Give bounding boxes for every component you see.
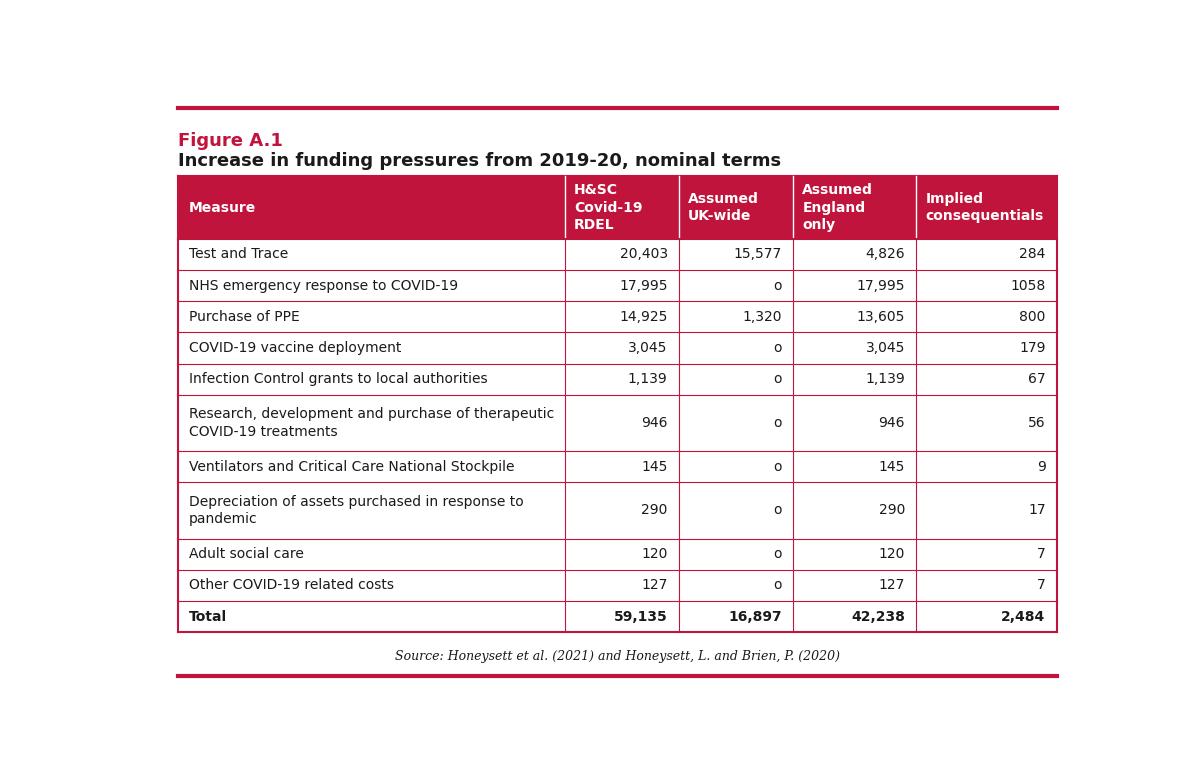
Text: Ventilators and Critical Care National Stockpile: Ventilators and Critical Care National S… <box>190 460 515 474</box>
Text: Test and Trace: Test and Trace <box>190 248 288 262</box>
Text: o: o <box>774 416 782 430</box>
Bar <box>178 601 1057 632</box>
Text: 4,826: 4,826 <box>865 248 905 262</box>
Text: 145: 145 <box>641 460 667 474</box>
Text: o: o <box>774 547 782 561</box>
Bar <box>178 482 1057 539</box>
Text: Measure: Measure <box>190 200 257 214</box>
Text: 15,577: 15,577 <box>733 248 782 262</box>
Text: Implied
consequentials: Implied consequentials <box>925 192 1044 223</box>
Text: 3,045: 3,045 <box>865 341 905 355</box>
Text: 56: 56 <box>1028 416 1045 430</box>
Bar <box>178 270 1057 301</box>
Text: 290: 290 <box>878 503 905 518</box>
Text: 946: 946 <box>641 416 667 430</box>
Text: 42,238: 42,238 <box>851 610 905 624</box>
Text: o: o <box>774 341 782 355</box>
Text: Figure A.1: Figure A.1 <box>178 132 283 149</box>
Text: 14,925: 14,925 <box>619 310 667 324</box>
Text: 2,484: 2,484 <box>1001 610 1045 624</box>
Text: 179: 179 <box>1019 341 1045 355</box>
Bar <box>178 539 1057 570</box>
Bar <box>178 301 1057 333</box>
Text: 120: 120 <box>878 547 905 561</box>
Text: Other COVID-19 related costs: Other COVID-19 related costs <box>190 578 394 592</box>
Text: o: o <box>774 460 782 474</box>
Text: Purchase of PPE: Purchase of PPE <box>190 310 300 324</box>
Text: 1,139: 1,139 <box>628 372 667 386</box>
Text: Depreciation of assets purchased in response to
pandemic: Depreciation of assets purchased in resp… <box>190 495 524 526</box>
Text: 16,897: 16,897 <box>728 610 782 624</box>
Bar <box>178 176 1057 238</box>
Text: Increase in funding pressures from 2019-20, nominal terms: Increase in funding pressures from 2019-… <box>178 152 781 170</box>
Bar <box>178 570 1057 601</box>
Bar <box>178 238 1057 270</box>
Text: Research, development and purchase of therapeutic
COVID-19 treatments: Research, development and purchase of th… <box>190 407 554 439</box>
Text: Assumed
UK-wide: Assumed UK-wide <box>688 192 760 223</box>
Text: 127: 127 <box>878 578 905 592</box>
Text: 120: 120 <box>641 547 667 561</box>
Text: 127: 127 <box>641 578 667 592</box>
Text: Infection Control grants to local authorities: Infection Control grants to local author… <box>190 372 487 386</box>
Text: o: o <box>774 279 782 293</box>
Text: 20,403: 20,403 <box>619 248 667 262</box>
Text: 17: 17 <box>1028 503 1045 518</box>
Text: Total: Total <box>190 610 227 624</box>
Text: o: o <box>774 578 782 592</box>
Text: 67: 67 <box>1028 372 1045 386</box>
Text: o: o <box>774 503 782 518</box>
Text: 284: 284 <box>1019 248 1045 262</box>
Text: COVID-19 vaccine deployment: COVID-19 vaccine deployment <box>190 341 402 355</box>
Text: 1,320: 1,320 <box>743 310 782 324</box>
Bar <box>178 451 1057 482</box>
Text: 290: 290 <box>641 503 667 518</box>
Text: 59,135: 59,135 <box>614 610 667 624</box>
Text: NHS emergency response to COVID-19: NHS emergency response to COVID-19 <box>190 279 458 293</box>
Text: 7: 7 <box>1037 578 1045 592</box>
Text: 800: 800 <box>1019 310 1045 324</box>
Text: H&SC
Covid-19
RDEL: H&SC Covid-19 RDEL <box>574 183 642 232</box>
Bar <box>178 333 1057 364</box>
Text: 17,995: 17,995 <box>857 279 905 293</box>
Text: o: o <box>774 372 782 386</box>
Text: 946: 946 <box>878 416 905 430</box>
Text: 1058: 1058 <box>1010 279 1045 293</box>
Text: Adult social care: Adult social care <box>190 547 304 561</box>
Text: 9: 9 <box>1037 460 1045 474</box>
Text: 3,045: 3,045 <box>629 341 667 355</box>
Text: Assumed
England
only: Assumed England only <box>803 183 874 232</box>
Bar <box>178 364 1057 395</box>
Text: Source: Honeysett et al. (2021) and Honeysett, L. and Brien, P. (2020): Source: Honeysett et al. (2021) and Hone… <box>395 650 840 663</box>
Text: 17,995: 17,995 <box>619 279 667 293</box>
Bar <box>178 395 1057 451</box>
Text: 145: 145 <box>878 460 905 474</box>
Text: 7: 7 <box>1037 547 1045 561</box>
Text: 1,139: 1,139 <box>865 372 905 386</box>
Text: 13,605: 13,605 <box>857 310 905 324</box>
